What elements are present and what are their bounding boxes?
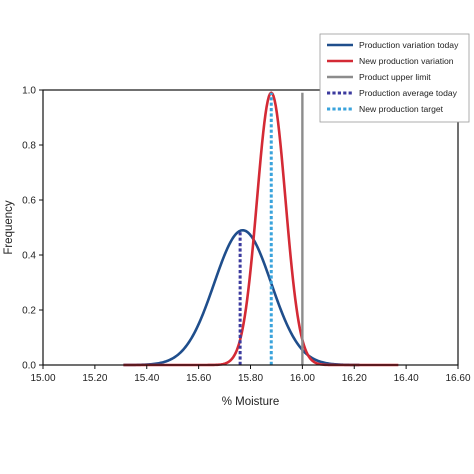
y-tick-label-2: 0.4 [22, 251, 36, 262]
x-tick-label-2: 15.40 [134, 373, 159, 384]
legend: Production variation today New production… [319, 33, 470, 123]
y-tick-label-3: 0.6 [22, 196, 36, 207]
series-layer [123, 91, 399, 367]
x-axis-title: % Moisture [222, 396, 280, 408]
plot-frame [42, 89, 459, 366]
legend-label-4: New production target [359, 104, 444, 114]
x-tick-label-7: 16.40 [394, 373, 419, 384]
legend-label-2: Product upper limit [359, 72, 431, 82]
y-tick-label-0: 0.0 [22, 361, 36, 372]
x-tick-label-1: 15.20 [82, 373, 107, 384]
y-tick-label-4: 0.8 [22, 141, 36, 152]
axes-layer: 15.00 15.20 15.40 15.60 15.80 16.00 16.20 16.40… [22, 86, 471, 385]
y-tick-label-5: 1.0 [22, 86, 36, 97]
series-line-0 [123, 228, 360, 367]
x-tick-label-6: 16.20 [342, 373, 367, 384]
legend-label-0: Production variation today [359, 40, 459, 50]
x-tick-label-4: 15.80 [238, 373, 263, 384]
x-tick-label-0: 15.00 [30, 373, 55, 384]
y-axis-title: Frequency [3, 200, 15, 255]
y-tick-label-1: 0.2 [22, 306, 36, 317]
x-tick-label-5: 16.00 [290, 373, 315, 384]
legend-label-3: Production average today [359, 88, 458, 98]
legend-box [319, 33, 470, 123]
series-line-1 [123, 91, 399, 367]
x-tick-label-8: 16.60 [445, 373, 470, 384]
x-tick-label-3: 15.60 [186, 373, 211, 384]
legend-label-1: New production variation [359, 56, 454, 66]
